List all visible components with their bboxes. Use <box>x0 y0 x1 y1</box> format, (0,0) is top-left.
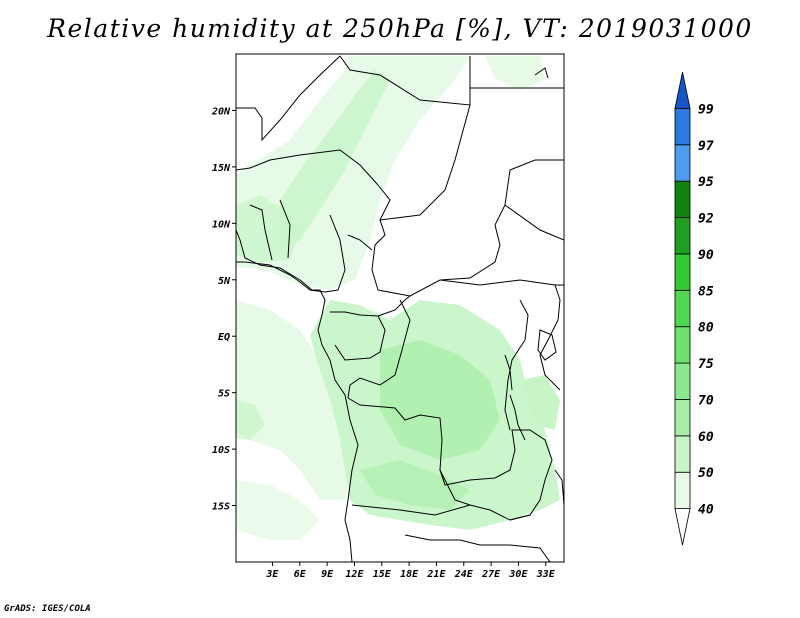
humidity-region-atlantic <box>236 300 350 500</box>
colorbar-label: 97 <box>698 139 714 154</box>
colorbar-label: 50 <box>698 466 714 481</box>
colorbar-segment <box>674 253 691 291</box>
colorbar-segment <box>674 508 691 546</box>
colorbar-segment <box>674 399 691 437</box>
colorbar-segment <box>674 362 691 400</box>
colorbar-segment <box>674 144 691 182</box>
colorbar-segment <box>674 471 691 510</box>
y-axis: 20N 15N 10N 5N EQ 5S 10S 15S <box>211 106 236 513</box>
plot-frame <box>235 53 565 563</box>
colorbar-segment <box>674 435 691 473</box>
colorbar-segment <box>674 217 691 255</box>
x-tick-label: 21E <box>426 569 446 580</box>
y-tick-label: 15S <box>212 502 230 513</box>
y-tick-label: EQ <box>218 332 230 343</box>
x-axis: 3E 6E 9E 12E 15E 18E 21E 24E 27E 30E 33E <box>265 562 556 580</box>
grads-credit: GrADS: IGES/COLA <box>4 604 91 614</box>
x-tick-label: 9E <box>321 569 334 580</box>
colorbar-segment <box>674 289 691 328</box>
x-tick-label: 30E <box>508 569 528 580</box>
colorbar-label: 99 <box>698 102 714 117</box>
country-boundaries <box>236 55 564 562</box>
humidity-field <box>236 56 560 540</box>
x-tick-label: 15E <box>373 569 392 580</box>
y-tick-label: 10S <box>212 445 230 456</box>
colorbar-label: 75 <box>698 357 714 372</box>
x-tick-label: 3E <box>265 569 279 580</box>
colorbar-label: 40 <box>698 503 714 518</box>
colorbar-label: 95 <box>698 175 714 190</box>
x-tick-label: 27E <box>481 569 501 580</box>
colorbar-label: 92 <box>698 212 714 227</box>
colorbar-label: 85 <box>698 284 714 299</box>
colorbar-segment <box>674 71 691 109</box>
y-tick-label: 10N <box>212 219 231 230</box>
colorbar-label: 90 <box>698 248 714 263</box>
colorbar-label: 60 <box>698 430 714 445</box>
y-tick-label: 5N <box>218 276 231 287</box>
colorbar-label: 70 <box>698 393 714 408</box>
coastlines <box>236 67 564 506</box>
x-tick-label: 24E <box>454 569 474 580</box>
colorbar: 40 50 60 70 75 80 85 90 92 95 97 99 <box>674 71 714 546</box>
map-title: Relative humidity at 250hPa [%], VT: 201… <box>47 14 753 43</box>
colorbar-segment <box>674 107 691 146</box>
x-tick-label: 33E <box>536 569 556 580</box>
x-tick-label: 18E <box>400 569 419 580</box>
y-tick-label: 5S <box>218 389 230 400</box>
colorbar-segment <box>674 326 691 364</box>
x-tick-label: 12E <box>345 569 364 580</box>
y-tick-label: 15N <box>212 163 231 174</box>
y-tick-label: 20N <box>211 106 231 117</box>
colorbar-label: 80 <box>698 321 714 336</box>
x-tick-label: 6E <box>294 569 307 580</box>
colorbar-segment <box>674 180 691 218</box>
